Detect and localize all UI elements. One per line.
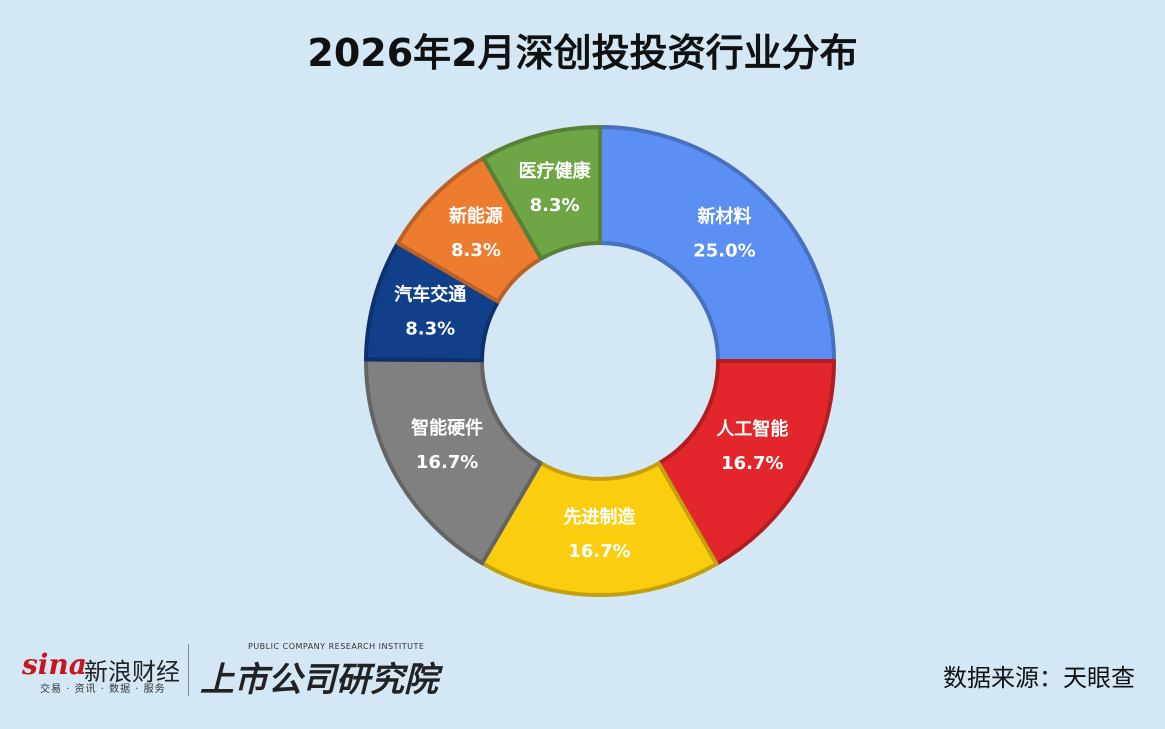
slice-value-3: 16.7% [416,452,478,473]
chart-title: 2026年2月深创投投资行业分布 [307,31,858,75]
data-source: 数据来源：天眼查 [943,664,1135,692]
slice-1 [656,359,836,566]
sina-finance-name: 新浪财经 [84,658,180,686]
slice-label-3: 智能硬件 [411,417,483,439]
slice-value-1: 16.7% [721,453,783,474]
donut-labels: 新材料 25.0% 人工智能 16.7% 先进制造 16.7% 智能硬件 16.7% 汽车交通 8… [394,160,788,562]
sina-wordmark: sina [22,648,87,681]
research-institute-english: PUBLIC COMPANY RESEARCH INSTITUTE [248,642,425,651]
slice-value-2: 16.7% [568,541,630,562]
slice-label-0: 新材料 [697,206,751,228]
slice-label-4: 汽车交通 [394,284,466,306]
slice-value-6: 8.3% [530,195,580,216]
slice-0 [598,125,836,363]
slice-value-5: 8.3% [451,240,501,261]
donut-slices [364,125,836,597]
slice-label-6: 医疗健康 [519,160,592,182]
slice-3 [364,357,543,566]
slice-label-1: 人工智能 [716,418,788,440]
sina-tagline: 交易 · 资讯 · 数据 · 服务 [40,684,166,695]
slice-value-0: 25.0% [693,241,755,262]
slice-6 [481,125,602,261]
research-institute-name: 上市公司研究院 [200,660,438,700]
slice-value-4: 8.3% [405,319,455,340]
slice-2 [480,460,719,597]
research-institute-logo: PUBLIC COMPANY RESEARCH INSTITUTE 上市公司研究… [200,636,440,700]
slice-label-2: 先进制造 [563,506,635,528]
logo-divider [188,644,189,696]
slice-label-5: 新能源 [449,205,503,227]
sina-finance-logo: sina 新浪财经 交易 · 资讯 · 数据 · 服务 [22,648,182,696]
